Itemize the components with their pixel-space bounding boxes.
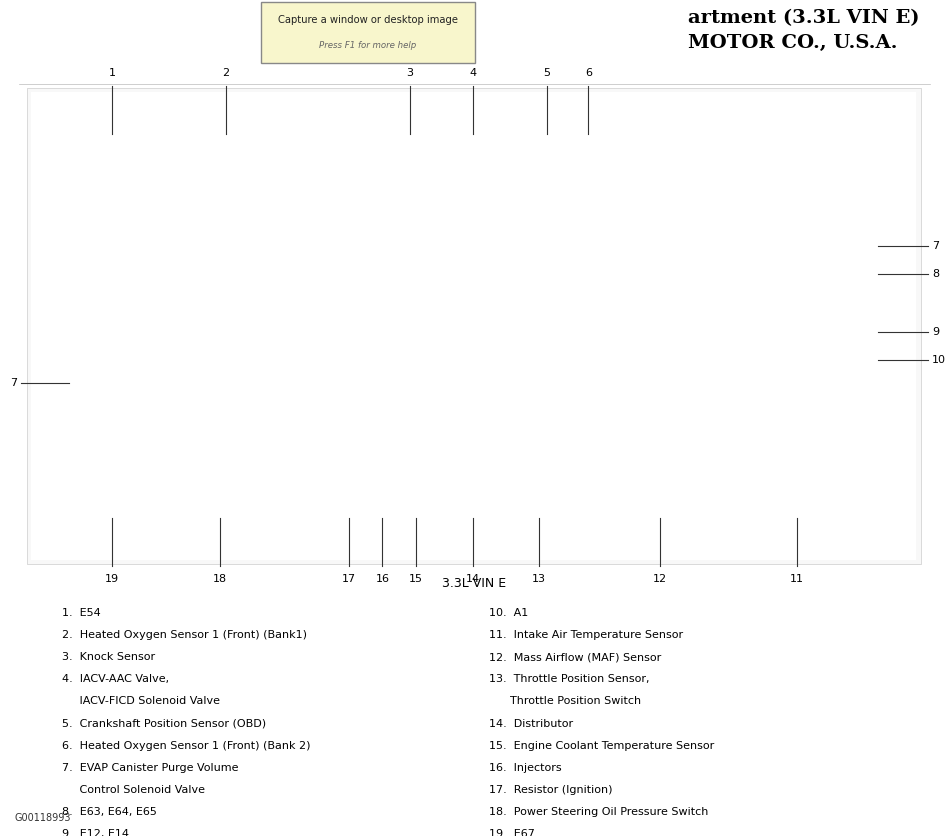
Text: Control Solenoid Valve: Control Solenoid Valve xyxy=(62,785,205,795)
Text: 5: 5 xyxy=(543,68,550,78)
Text: 16: 16 xyxy=(376,574,389,584)
Text: 7.  EVAP Canister Purge Volume: 7. EVAP Canister Purge Volume xyxy=(62,762,238,772)
Text: 3.3L VIN E: 3.3L VIN E xyxy=(442,577,507,590)
Text: IACV-FICD Solenoid Valve: IACV-FICD Solenoid Valve xyxy=(62,696,219,706)
Text: 14.  Distributor: 14. Distributor xyxy=(489,718,573,728)
Text: 12: 12 xyxy=(653,574,666,584)
Text: 2: 2 xyxy=(222,68,230,78)
Text: artment (3.3L VIN E): artment (3.3L VIN E) xyxy=(688,9,920,28)
Text: 12.  Mass Airflow (MAF) Sensor: 12. Mass Airflow (MAF) Sensor xyxy=(489,652,661,662)
Text: 8.  E63, E64, E65: 8. E63, E64, E65 xyxy=(62,808,157,817)
Text: 6.  Heated Oxygen Sensor 1 (Front) (Bank 2): 6. Heated Oxygen Sensor 1 (Front) (Bank … xyxy=(62,741,310,751)
Text: 4: 4 xyxy=(469,68,476,78)
Text: 16.  Injectors: 16. Injectors xyxy=(489,762,562,772)
Text: 9.  E12, E14: 9. E12, E14 xyxy=(62,829,129,836)
Text: 7: 7 xyxy=(9,378,17,388)
Text: 17.  Resistor (Ignition): 17. Resistor (Ignition) xyxy=(489,785,612,795)
Text: 5.  Crankshaft Position Sensor (OBD): 5. Crankshaft Position Sensor (OBD) xyxy=(62,718,266,728)
Text: 10.  A1: 10. A1 xyxy=(489,608,528,618)
Text: G00118993: G00118993 xyxy=(14,813,71,823)
Text: 14: 14 xyxy=(466,574,479,584)
Text: 3.  Knock Sensor: 3. Knock Sensor xyxy=(62,652,155,662)
Text: 13.  Throttle Position Sensor,: 13. Throttle Position Sensor, xyxy=(489,674,649,684)
Text: 18.  Power Steering Oil Pressure Switch: 18. Power Steering Oil Pressure Switch xyxy=(489,808,708,817)
Text: 9: 9 xyxy=(932,327,940,337)
Text: Capture a window or desktop image: Capture a window or desktop image xyxy=(278,15,457,25)
Text: 11: 11 xyxy=(791,574,804,584)
Text: 1.  E54: 1. E54 xyxy=(62,608,101,618)
Text: 19: 19 xyxy=(105,574,119,584)
Text: 1: 1 xyxy=(108,68,116,78)
Text: 4.  IACV-AAC Valve,: 4. IACV-AAC Valve, xyxy=(62,674,169,684)
Text: 17: 17 xyxy=(343,574,356,584)
Text: 15.  Engine Coolant Temperature Sensor: 15. Engine Coolant Temperature Sensor xyxy=(489,741,714,751)
Text: 18: 18 xyxy=(214,574,227,584)
Text: 19.  E67: 19. E67 xyxy=(489,829,534,836)
Text: Throttle Position Switch: Throttle Position Switch xyxy=(489,696,641,706)
FancyBboxPatch shape xyxy=(261,2,474,63)
Text: 8: 8 xyxy=(932,268,940,278)
Bar xyxy=(31,92,916,560)
Text: 7: 7 xyxy=(932,241,940,251)
Text: Press F1 for more help: Press F1 for more help xyxy=(319,41,417,50)
Text: 13: 13 xyxy=(532,574,546,584)
Text: 3: 3 xyxy=(406,68,414,78)
Text: 2.  Heated Oxygen Sensor 1 (Front) (Bank1): 2. Heated Oxygen Sensor 1 (Front) (Bank1… xyxy=(62,630,307,640)
Text: 6: 6 xyxy=(585,68,592,78)
Text: MOTOR CO., U.S.A.: MOTOR CO., U.S.A. xyxy=(688,34,898,53)
Bar xyxy=(27,88,921,564)
Text: 15: 15 xyxy=(409,574,422,584)
Text: 10: 10 xyxy=(932,355,946,365)
Text: 11.  Intake Air Temperature Sensor: 11. Intake Air Temperature Sensor xyxy=(489,630,683,640)
